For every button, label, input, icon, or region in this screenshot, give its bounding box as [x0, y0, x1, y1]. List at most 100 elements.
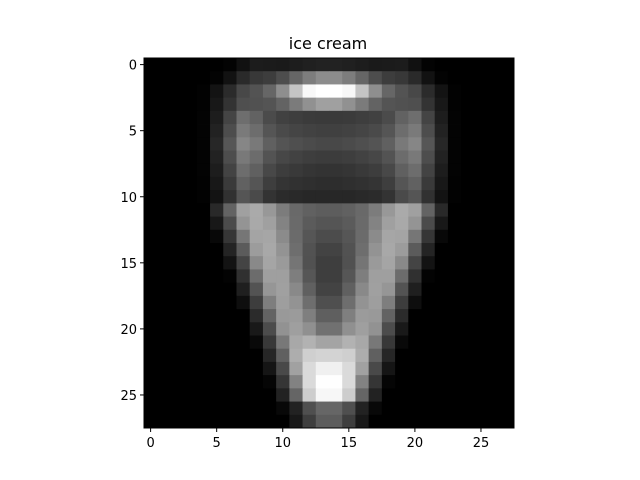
heatmap-cell [381, 58, 396, 72]
heatmap-cell [249, 269, 264, 284]
heatmap-cell [302, 124, 317, 138]
heatmap-cell [144, 216, 158, 231]
heatmap-cell [408, 137, 422, 151]
heatmap-cell [289, 361, 303, 376]
heatmap-cell [447, 388, 462, 402]
heatmap-cell [262, 348, 277, 363]
heatmap-cell [223, 269, 237, 284]
heatmap-cell [144, 150, 158, 165]
heatmap-cell [144, 110, 158, 125]
heatmap-cell [262, 388, 277, 402]
heatmap-cell [315, 256, 330, 270]
heatmap-cell [329, 282, 343, 297]
heatmap-cell [183, 71, 198, 85]
heatmap-cell [342, 203, 356, 217]
heatmap-cell [223, 110, 237, 125]
heatmap-cell [487, 361, 502, 376]
heatmap-cell [408, 84, 422, 99]
heatmap-cell [144, 84, 158, 99]
heatmap-cell [289, 388, 303, 402]
heatmap-cell [236, 124, 251, 138]
heatmap-cell [236, 388, 251, 402]
heatmap-cell [302, 322, 317, 336]
heatmap-cell [276, 203, 290, 217]
heatmap-cell [487, 269, 502, 284]
heatmap-cell [329, 375, 343, 389]
y-axis: 0 5 10 15 20 25 [120, 59, 144, 404]
heatmap-cell [381, 137, 396, 151]
heatmap-cell [170, 414, 185, 429]
heatmap-cell [368, 335, 383, 350]
heatmap-cell [262, 203, 277, 217]
heatmap-cell [355, 216, 370, 231]
heatmap-cell [395, 216, 409, 231]
heatmap-cell [474, 58, 488, 72]
heatmap-cell [487, 216, 502, 231]
heatmap-cell [421, 388, 436, 402]
heatmap-cell [487, 229, 502, 244]
heatmap-cell [144, 282, 158, 297]
heatmap-cell [329, 256, 343, 270]
heatmap-cell [421, 124, 436, 138]
heatmap-cell [276, 322, 290, 336]
heatmap-cell [315, 163, 330, 178]
heatmap-cell [289, 256, 303, 270]
heatmap-cell [289, 282, 303, 297]
heatmap-cell [157, 216, 171, 231]
heatmap-cell [447, 282, 462, 297]
heatmap-cell [262, 414, 277, 429]
heatmap-cell [368, 71, 383, 85]
heatmap-cell [262, 256, 277, 270]
heatmap-cell [381, 84, 396, 99]
heatmap-cell [223, 256, 237, 270]
heatmap-cell [461, 322, 475, 336]
heatmap-cell [434, 216, 449, 231]
heatmap-cell [289, 150, 303, 165]
heatmap-cell [170, 71, 185, 85]
heatmap-cell [487, 84, 502, 99]
heatmap-cell [302, 229, 317, 244]
heatmap-cell [183, 361, 198, 376]
heatmap-cell [196, 243, 211, 257]
heatmap-cell [421, 361, 436, 376]
heatmap-cell [408, 190, 422, 204]
heatmap-cell [395, 414, 409, 429]
heatmap-cell [500, 84, 515, 99]
heatmap-cell [368, 361, 383, 376]
heatmap-cell [183, 256, 198, 270]
heatmap-cell [487, 137, 502, 151]
heatmap-cell [342, 176, 356, 191]
heatmap-cell [355, 229, 370, 244]
heatmap-cell [210, 361, 224, 376]
heatmap-cell [355, 150, 370, 165]
heatmap-cell [144, 176, 158, 191]
heatmap-cell [315, 322, 330, 336]
heatmap-cell [474, 256, 488, 270]
heatmap-cell [302, 71, 317, 85]
heatmap-cell [500, 269, 515, 284]
heatmap-cell [329, 269, 343, 284]
heatmap-cell [329, 243, 343, 257]
heatmap-cell [170, 137, 185, 151]
heatmap-cell [276, 124, 290, 138]
heatmap-cell [447, 190, 462, 204]
heatmap-cell [196, 190, 211, 204]
heatmap-cell [447, 295, 462, 310]
heatmap-cell [434, 256, 449, 270]
heatmap-cell [170, 58, 185, 72]
heatmap-cell [500, 295, 515, 310]
heatmap-cell [342, 375, 356, 389]
heatmap-cell [236, 216, 251, 231]
heatmap-cell [223, 190, 237, 204]
heatmap-cell [223, 58, 237, 72]
heatmap-cell [302, 110, 317, 125]
heatmap-cell [262, 216, 277, 231]
heatmap-cell [315, 58, 330, 72]
heatmap-cell [342, 137, 356, 151]
heatmap-cell [355, 203, 370, 217]
heatmap-cell [157, 124, 171, 138]
heatmap-cell [210, 414, 224, 429]
heatmap-cell [157, 256, 171, 270]
heatmap-cell [342, 71, 356, 85]
heatmap-cell [315, 269, 330, 284]
